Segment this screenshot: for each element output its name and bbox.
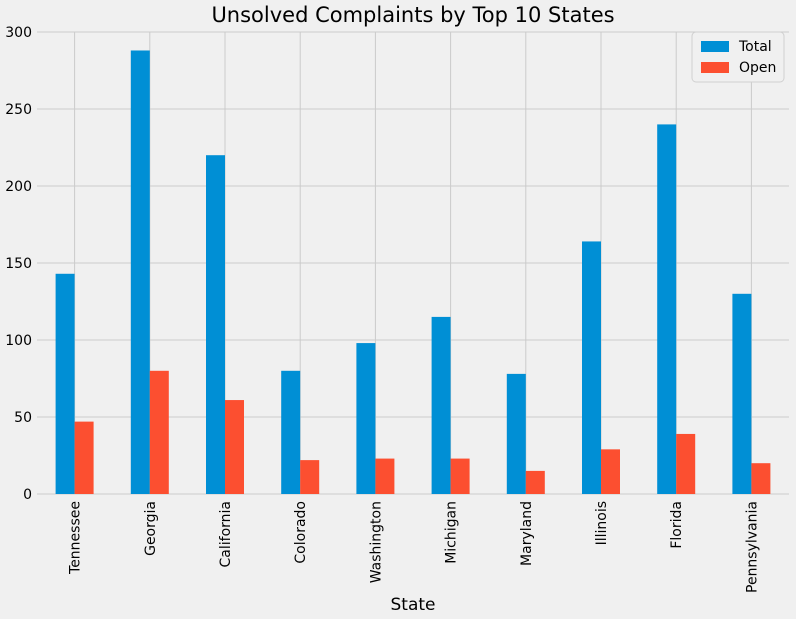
y-tick-labels: 0 50 100 150 200 250 300 <box>5 25 32 503</box>
legend: Total Open <box>691 31 785 83</box>
legend-label: Total <box>738 39 772 55</box>
bar-total <box>55 273 75 494</box>
bar-open <box>225 400 244 494</box>
bar-total <box>431 316 451 494</box>
x-tick-label: Georgia <box>143 501 159 556</box>
x-tick-label: Michigan <box>444 501 460 564</box>
bars <box>55 50 771 495</box>
bar-total <box>206 155 225 494</box>
x-tick-label: Florida <box>669 501 685 549</box>
x-tick-label: Colorado <box>293 501 309 564</box>
bar-open <box>676 433 696 494</box>
x-axis-label: State <box>391 595 436 615</box>
bar-open <box>450 458 470 494</box>
bar-open <box>149 370 169 494</box>
y-tick-label: 150 <box>5 256 32 272</box>
bar-total <box>582 241 601 494</box>
y-tick-label: 0 <box>23 487 32 503</box>
y-tick-label: 200 <box>5 179 32 195</box>
bar-open <box>601 449 620 494</box>
bar-open <box>300 460 320 494</box>
legend-label: Open <box>739 60 776 76</box>
x-tick-label: Pennsylvania <box>744 501 760 593</box>
y-tick-label: 300 <box>5 25 32 41</box>
x-tick-label: Maryland <box>519 501 535 566</box>
bar-total <box>732 293 752 494</box>
x-tick-label: California <box>218 501 234 567</box>
bar-total <box>356 343 376 494</box>
legend-swatch <box>701 41 729 52</box>
x-tick-label: Illinois <box>594 501 610 545</box>
bar-open <box>751 463 771 494</box>
y-tick-label: 250 <box>5 102 32 118</box>
x-tick-labels: Tennessee Georgia California Colorado Washin… <box>68 501 761 593</box>
bar-total <box>281 370 301 494</box>
bar-open <box>525 470 545 494</box>
bar-total <box>130 50 150 494</box>
bar-open <box>375 458 395 494</box>
chart-title: Unsolved Complaints by Top 10 States <box>211 3 614 27</box>
bar-total <box>506 373 526 494</box>
y-tick-label: 50 <box>14 410 32 426</box>
x-tick-label: Tennessee <box>68 501 84 575</box>
y-tick-label: 100 <box>5 333 32 349</box>
bar-open <box>74 421 94 494</box>
x-tick-label: Washington <box>368 501 384 583</box>
bar-total <box>657 124 677 495</box>
legend-swatch <box>701 62 729 73</box>
